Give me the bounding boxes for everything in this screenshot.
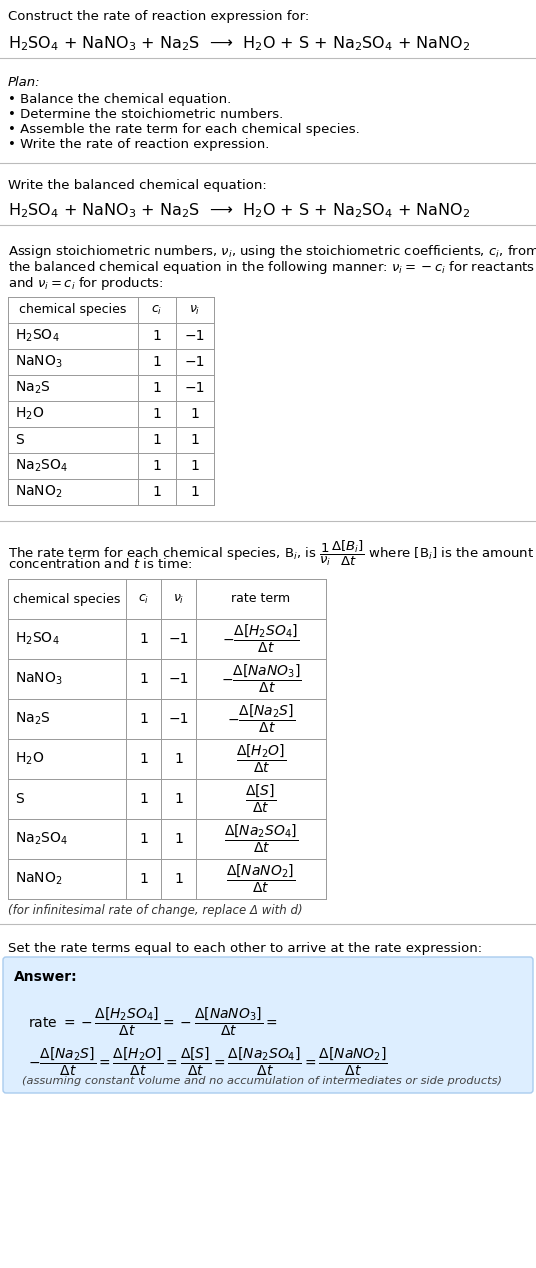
Text: 1: 1 <box>139 713 148 727</box>
Text: $\nu_i$: $\nu_i$ <box>189 303 200 317</box>
Text: chemical species: chemical species <box>19 303 126 317</box>
Text: 1: 1 <box>139 631 148 645</box>
Text: Na$_2$S: Na$_2$S <box>15 711 50 728</box>
Text: −1: −1 <box>168 631 189 645</box>
Text: 1: 1 <box>191 459 199 473</box>
Text: Answer:: Answer: <box>14 970 78 984</box>
Text: $-\dfrac{\Delta[H_2SO_4]}{\Delta t}$: $-\dfrac{\Delta[H_2SO_4]}{\Delta t}$ <box>222 623 300 656</box>
Text: 1: 1 <box>139 752 148 766</box>
Text: Na$_2$S: Na$_2$S <box>15 380 50 396</box>
Text: 1: 1 <box>174 792 183 806</box>
Text: H$_2$SO$_4$: H$_2$SO$_4$ <box>15 630 59 647</box>
Text: 1: 1 <box>153 407 161 421</box>
Text: $\dfrac{\Delta[S]}{\Delta t}$: $\dfrac{\Delta[S]}{\Delta t}$ <box>245 782 277 815</box>
Text: chemical species: chemical species <box>13 592 121 606</box>
Text: 1: 1 <box>139 672 148 686</box>
Text: Assign stoichiometric numbers, $\nu_i$, using the stoichiometric coefficients, $: Assign stoichiometric numbers, $\nu_i$, … <box>8 243 536 260</box>
Text: $-\dfrac{\Delta[Na_2S]}{\Delta t} = \dfrac{\Delta[H_2O]}{\Delta t} = \dfrac{\Del: $-\dfrac{\Delta[Na_2S]}{\Delta t} = \dfr… <box>28 1046 388 1078</box>
Text: $c_i$: $c_i$ <box>151 303 162 317</box>
Text: Set the rate terms equal to each other to arrive at the rate expression:: Set the rate terms equal to each other t… <box>8 942 482 955</box>
Text: NaNO$_2$: NaNO$_2$ <box>15 484 63 500</box>
Text: 1: 1 <box>191 484 199 500</box>
Text: 1: 1 <box>191 407 199 421</box>
Text: 1: 1 <box>153 380 161 396</box>
Text: H$_2$O: H$_2$O <box>15 406 44 422</box>
Text: $\dfrac{\Delta[Na_2SO_4]}{\Delta t}$: $\dfrac{\Delta[Na_2SO_4]}{\Delta t}$ <box>224 823 298 855</box>
Text: Plan:: Plan: <box>8 76 41 89</box>
Text: rate term: rate term <box>232 592 291 606</box>
Text: the balanced chemical equation in the following manner: $\nu_i = -c_i$ for react: the balanced chemical equation in the fo… <box>8 259 535 276</box>
Bar <box>8 297 214 505</box>
Text: Construct the rate of reaction expression for:: Construct the rate of reaction expressio… <box>8 10 309 23</box>
Text: Na$_2$SO$_4$: Na$_2$SO$_4$ <box>15 458 68 474</box>
Text: and $\nu_i = c_i$ for products:: and $\nu_i = c_i$ for products: <box>8 275 163 292</box>
Text: Write the balanced chemical equation:: Write the balanced chemical equation: <box>8 179 267 191</box>
Text: −1: −1 <box>168 713 189 727</box>
Text: H$_2$SO$_4$ + NaNO$_3$ + Na$_2$S  ⟶  H$_2$O + S + Na$_2$SO$_4$ + NaNO$_2$: H$_2$SO$_4$ + NaNO$_3$ + Na$_2$S ⟶ H$_2$… <box>8 34 470 53</box>
Text: H$_2$SO$_4$: H$_2$SO$_4$ <box>15 328 59 344</box>
Text: $\dfrac{\Delta[NaNO_2]}{\Delta t}$: $\dfrac{\Delta[NaNO_2]}{\Delta t}$ <box>227 862 295 895</box>
Text: 1: 1 <box>153 328 161 344</box>
Text: • Assemble the rate term for each chemical species.: • Assemble the rate term for each chemic… <box>8 123 360 136</box>
Text: −1: −1 <box>185 328 205 344</box>
Text: S: S <box>15 432 24 448</box>
Text: concentration and $t$ is time:: concentration and $t$ is time: <box>8 557 192 571</box>
Text: rate $= -\dfrac{\Delta[H_2SO_4]}{\Delta t} = -\dfrac{\Delta[NaNO_3]}{\Delta t} =: rate $= -\dfrac{\Delta[H_2SO_4]}{\Delta … <box>28 1006 278 1038</box>
Text: 1: 1 <box>139 792 148 806</box>
Text: 1: 1 <box>139 832 148 846</box>
Text: • Write the rate of reaction expression.: • Write the rate of reaction expression. <box>8 138 270 151</box>
Text: 1: 1 <box>191 432 199 448</box>
Text: 1: 1 <box>153 459 161 473</box>
Text: −1: −1 <box>168 672 189 686</box>
Text: • Balance the chemical equation.: • Balance the chemical equation. <box>8 93 231 107</box>
Text: NaNO$_2$: NaNO$_2$ <box>15 871 63 888</box>
Text: $\dfrac{\Delta[H_2O]}{\Delta t}$: $\dfrac{\Delta[H_2O]}{\Delta t}$ <box>236 743 286 775</box>
Text: 1: 1 <box>174 872 183 886</box>
Text: The rate term for each chemical species, B$_i$, is $\dfrac{1}{\nu_i}\dfrac{\Delt: The rate term for each chemical species,… <box>8 539 534 568</box>
Text: −1: −1 <box>185 355 205 369</box>
Text: 1: 1 <box>174 832 183 846</box>
Bar <box>8 579 326 899</box>
Text: (assuming constant volume and no accumulation of intermediates or side products): (assuming constant volume and no accumul… <box>22 1077 502 1085</box>
Text: • Determine the stoichiometric numbers.: • Determine the stoichiometric numbers. <box>8 108 283 120</box>
FancyBboxPatch shape <box>3 957 533 1093</box>
Text: Na$_2$SO$_4$: Na$_2$SO$_4$ <box>15 831 68 847</box>
Text: 1: 1 <box>153 432 161 448</box>
Text: −1: −1 <box>185 380 205 396</box>
Text: S: S <box>15 792 24 806</box>
Text: 1: 1 <box>153 355 161 369</box>
Text: 1: 1 <box>174 752 183 766</box>
Text: 1: 1 <box>153 484 161 500</box>
Text: 1: 1 <box>139 872 148 886</box>
Text: NaNO$_3$: NaNO$_3$ <box>15 354 63 370</box>
Text: (for infinitesimal rate of change, replace Δ with d): (for infinitesimal rate of change, repla… <box>8 904 303 917</box>
Text: $-\dfrac{\Delta[Na_2S]}{\Delta t}$: $-\dfrac{\Delta[Na_2S]}{\Delta t}$ <box>227 702 295 735</box>
Text: $c_i$: $c_i$ <box>138 592 149 606</box>
Text: H$_2$O: H$_2$O <box>15 751 44 767</box>
Text: $-\dfrac{\Delta[NaNO_3]}{\Delta t}$: $-\dfrac{\Delta[NaNO_3]}{\Delta t}$ <box>221 663 301 695</box>
Text: NaNO$_3$: NaNO$_3$ <box>15 671 63 687</box>
Text: $\nu_i$: $\nu_i$ <box>173 592 184 606</box>
Text: H$_2$SO$_4$ + NaNO$_3$ + Na$_2$S  ⟶  H$_2$O + S + Na$_2$SO$_4$ + NaNO$_2$: H$_2$SO$_4$ + NaNO$_3$ + Na$_2$S ⟶ H$_2$… <box>8 202 470 219</box>
